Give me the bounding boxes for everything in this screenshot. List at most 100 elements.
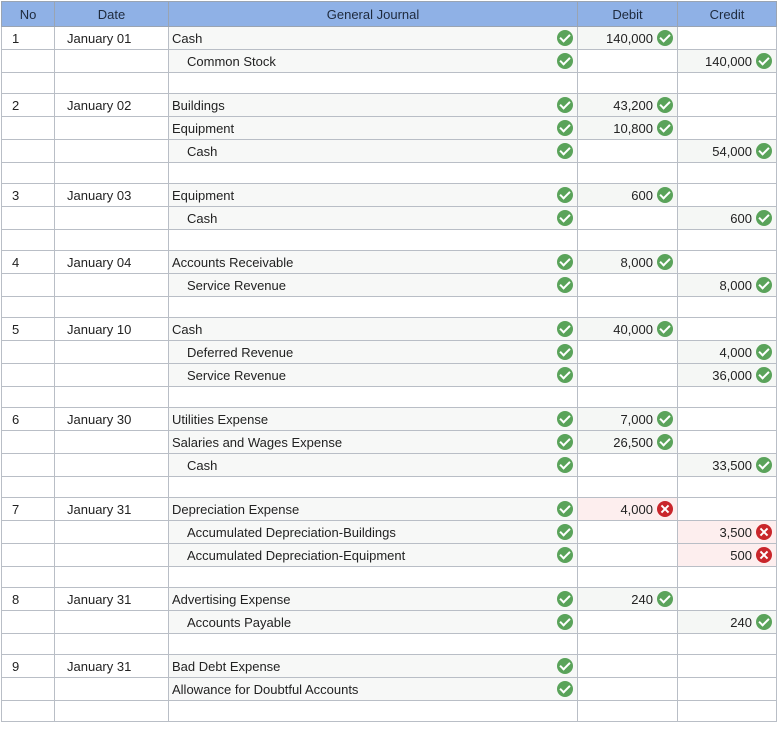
empty-cell[interactable]	[168, 229, 578, 251]
empty-cell[interactable]	[168, 296, 578, 318]
debit-amount-input[interactable]: 600	[577, 183, 678, 207]
header-credit: Credit	[677, 1, 777, 27]
debit-amount-input[interactable]	[577, 273, 678, 297]
debit-amount-input[interactable]: 43,200	[577, 93, 678, 117]
debit-amount-input[interactable]: 26,500	[577, 430, 678, 454]
account-select[interactable]: Cash	[168, 139, 578, 163]
account-select[interactable]: Accounts Receivable	[168, 250, 578, 274]
empty-cell[interactable]	[577, 229, 678, 251]
credit-amount-input[interactable]: 600	[677, 206, 777, 230]
credit-amount-input[interactable]	[677, 116, 777, 140]
account-select[interactable]: Equipment	[168, 183, 578, 207]
empty-cell[interactable]	[677, 229, 777, 251]
empty-cell[interactable]	[577, 162, 678, 184]
account-select[interactable]: Cash	[168, 317, 578, 341]
empty-cell[interactable]	[677, 566, 777, 588]
credit-amount-input[interactable]: 240	[677, 610, 777, 634]
account-select[interactable]: Buildings	[168, 93, 578, 117]
debit-amount-input[interactable]	[577, 363, 678, 387]
debit-amount-input[interactable]	[577, 139, 678, 163]
credit-amount-input[interactable]	[677, 26, 777, 50]
debit-amount-input[interactable]	[577, 453, 678, 477]
empty-cell[interactable]	[577, 72, 678, 94]
empty-cell[interactable]	[168, 162, 578, 184]
debit-amount-input[interactable]: 140,000	[577, 26, 678, 50]
credit-amount-input[interactable]: 140,000	[677, 49, 777, 73]
empty-cell[interactable]	[677, 72, 777, 94]
empty-cell[interactable]	[677, 296, 777, 318]
debit-amount-input[interactable]	[577, 610, 678, 634]
credit-amount-input[interactable]	[677, 250, 777, 274]
account-select[interactable]: Salaries and Wages Expense	[168, 430, 578, 454]
credit-amount-input[interactable]	[677, 497, 777, 521]
account-select[interactable]: Common Stock	[168, 49, 578, 73]
account-select[interactable]: Accumulated Depreciation-Equipment	[168, 543, 578, 567]
debit-amount-input[interactable]	[577, 543, 678, 567]
empty-cell[interactable]	[168, 476, 578, 498]
empty-cell[interactable]	[677, 162, 777, 184]
account-select[interactable]: Accounts Payable	[168, 610, 578, 634]
debit-amount-input[interactable]: 240	[577, 587, 678, 611]
credit-amount-input[interactable]	[677, 317, 777, 341]
empty-cell[interactable]	[168, 386, 578, 408]
entry-date-cell: January 30	[54, 407, 169, 431]
credit-amount-input[interactable]: 4,000	[677, 340, 777, 364]
empty-cell[interactable]	[677, 386, 777, 408]
credit-amount-input[interactable]	[677, 587, 777, 611]
credit-amount-input[interactable]: 500	[677, 543, 777, 567]
account-select[interactable]: Cash	[168, 26, 578, 50]
credit-amount-input[interactable]	[677, 183, 777, 207]
debit-amount-input[interactable]	[577, 520, 678, 544]
entry-date-cell: January 31	[54, 654, 169, 678]
credit-amount-input[interactable]	[677, 407, 777, 431]
empty-cell[interactable]	[577, 700, 678, 722]
account-select[interactable]: Bad Debt Expense	[168, 654, 578, 678]
credit-amount-input[interactable]: 3,500	[677, 520, 777, 544]
account-select[interactable]: Equipment	[168, 116, 578, 140]
account-select[interactable]: Deferred Revenue	[168, 340, 578, 364]
empty-cell[interactable]	[577, 476, 678, 498]
entry-number-cell	[1, 139, 55, 163]
account-select[interactable]: Utilities Expense	[168, 407, 578, 431]
credit-amount-input[interactable]: 8,000	[677, 273, 777, 297]
credit-amount-input[interactable]	[677, 654, 777, 678]
account-select[interactable]: Allowance for Doubtful Accounts	[168, 677, 578, 701]
empty-cell[interactable]	[168, 633, 578, 655]
debit-amount-input[interactable]	[577, 206, 678, 230]
credit-amount-input[interactable]: 33,500	[677, 453, 777, 477]
credit-amount-input[interactable]: 54,000	[677, 139, 777, 163]
credit-amount-input[interactable]	[677, 677, 777, 701]
journal-line-row: Common Stock 140,000	[1, 49, 777, 73]
empty-cell[interactable]	[577, 296, 678, 318]
empty-cell[interactable]	[168, 566, 578, 588]
empty-cell[interactable]	[168, 72, 578, 94]
empty-cell[interactable]	[577, 386, 678, 408]
empty-cell[interactable]	[677, 700, 777, 722]
entry-date-cell: January 01	[54, 26, 169, 50]
empty-cell[interactable]	[677, 633, 777, 655]
empty-cell[interactable]	[577, 566, 678, 588]
account-select[interactable]: Service Revenue	[168, 273, 578, 297]
empty-cell[interactable]	[168, 700, 578, 722]
account-select[interactable]: Depreciation Expense	[168, 497, 578, 521]
debit-amount-input[interactable]	[577, 677, 678, 701]
account-select[interactable]: Cash	[168, 453, 578, 477]
empty-cell[interactable]	[577, 633, 678, 655]
credit-amount-input[interactable]	[677, 430, 777, 454]
empty-cell[interactable]	[677, 476, 777, 498]
check-icon	[756, 210, 772, 227]
account-select[interactable]: Advertising Expense	[168, 587, 578, 611]
debit-amount-input[interactable]: 10,800	[577, 116, 678, 140]
credit-amount-input[interactable]	[677, 93, 777, 117]
account-select[interactable]: Cash	[168, 206, 578, 230]
account-select[interactable]: Service Revenue	[168, 363, 578, 387]
account-select[interactable]: Accumulated Depreciation-Buildings	[168, 520, 578, 544]
credit-amount-input[interactable]: 36,000	[677, 363, 777, 387]
debit-amount-input[interactable]	[577, 340, 678, 364]
debit-amount-input[interactable]	[577, 654, 678, 678]
debit-amount-input[interactable]: 4,000	[577, 497, 678, 521]
debit-amount-input[interactable]	[577, 49, 678, 73]
debit-amount-input[interactable]: 40,000	[577, 317, 678, 341]
debit-amount-input[interactable]: 8,000	[577, 250, 678, 274]
debit-amount-input[interactable]: 7,000	[577, 407, 678, 431]
